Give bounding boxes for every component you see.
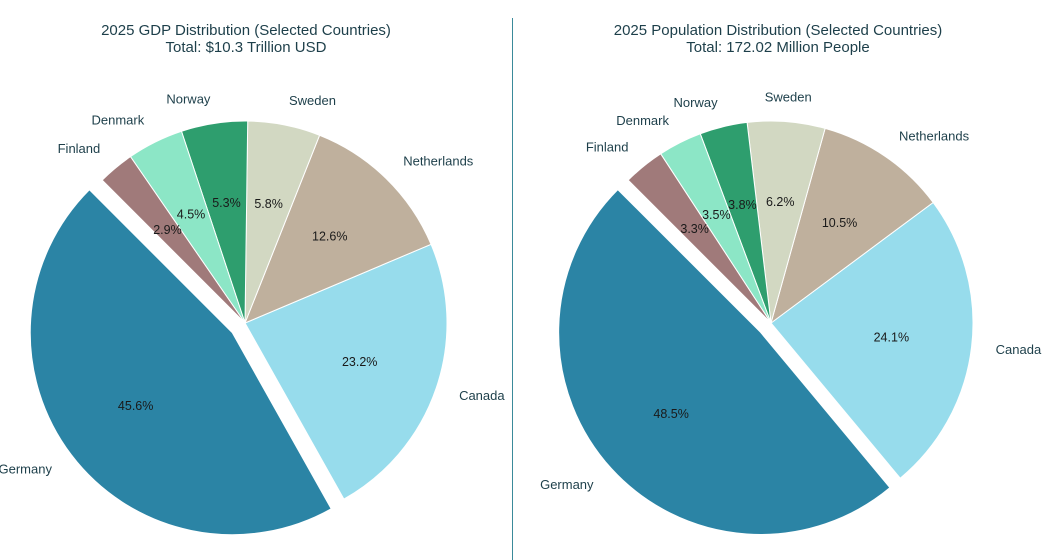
pie-slice-canada [244, 243, 448, 500]
category-label-germany: Germany [0, 461, 52, 476]
category-label-finland: Finland [58, 141, 101, 156]
pie-slice-netherlands [770, 127, 934, 325]
gdp-pie-chart: 45.6% Germany 23.2% Canada 12.6% Netherlands 5… [0, 91, 505, 536]
pie-slice-germany [558, 188, 891, 535]
category-label-sweden: Sweden [289, 93, 336, 108]
pct-label-finland: 3.3% [680, 222, 709, 236]
pct-label-norway: 3.8% [728, 198, 757, 212]
chart-subtitle: Total: 172.02 Million People [686, 39, 870, 56]
category-label-norway: Norway [674, 95, 719, 110]
pie-slice-finland [101, 155, 246, 324]
pct-label-netherlands: 10.5% [822, 216, 857, 230]
pct-label-germany: 48.5% [653, 407, 688, 421]
pct-label-sweden: 5.8% [254, 197, 283, 211]
category-label-finland: Finland [586, 139, 629, 154]
panel-divider [512, 18, 513, 560]
category-label-netherlands: Netherlands [403, 153, 474, 168]
pie-slice-finland [627, 153, 772, 324]
pct-label-canada: 24.1% [874, 330, 909, 344]
population-chart-panel: 2025 Population Distribution (Selected C… [524, 0, 1048, 560]
category-label-canada: Canada [459, 388, 505, 403]
population-pie-chart: 48.5% Germany 24.1% Canada 10.5% Netherlands 6… [540, 89, 1042, 535]
pct-label-germany: 45.6% [118, 399, 153, 413]
gdp-chart-panel: 2025 GDP Distribution (Selected Countrie… [0, 22, 508, 536]
pct-label-sweden: 6.2% [766, 195, 795, 209]
pct-label-norway: 5.3% [212, 196, 241, 210]
pct-label-finland: 2.9% [153, 223, 182, 237]
category-label-sweden: Sweden [765, 89, 812, 104]
category-label-canada: Canada [996, 342, 1042, 357]
chart-title: 2025 GDP Distribution (Selected Countrie… [0, 22, 508, 56]
chart-title-main: 2025 Population Distribution (Selected C… [613, 22, 943, 39]
pie-slice-canada [770, 201, 974, 479]
pct-label-denmark: 4.5% [177, 207, 206, 221]
category-label-netherlands: Netherlands [899, 128, 970, 143]
category-label-denmark: Denmark [616, 113, 669, 128]
pct-label-netherlands: 12.6% [312, 229, 347, 243]
pct-label-denmark: 3.5% [702, 208, 731, 222]
pie-slice-germany [29, 189, 332, 536]
pie-slice-netherlands [244, 134, 432, 324]
category-label-germany: Germany [540, 477, 594, 492]
pct-label-canada: 23.2% [342, 355, 377, 369]
chart-title-main: 2025 GDP Distribution (Selected Countrie… [101, 22, 391, 39]
category-label-norway: Norway [166, 91, 211, 106]
chart-subtitle: Total: $10.3 Trillion USD [165, 39, 327, 56]
chart-title: 2025 Population Distribution (Selected C… [516, 22, 1040, 56]
category-label-denmark: Denmark [92, 112, 145, 127]
